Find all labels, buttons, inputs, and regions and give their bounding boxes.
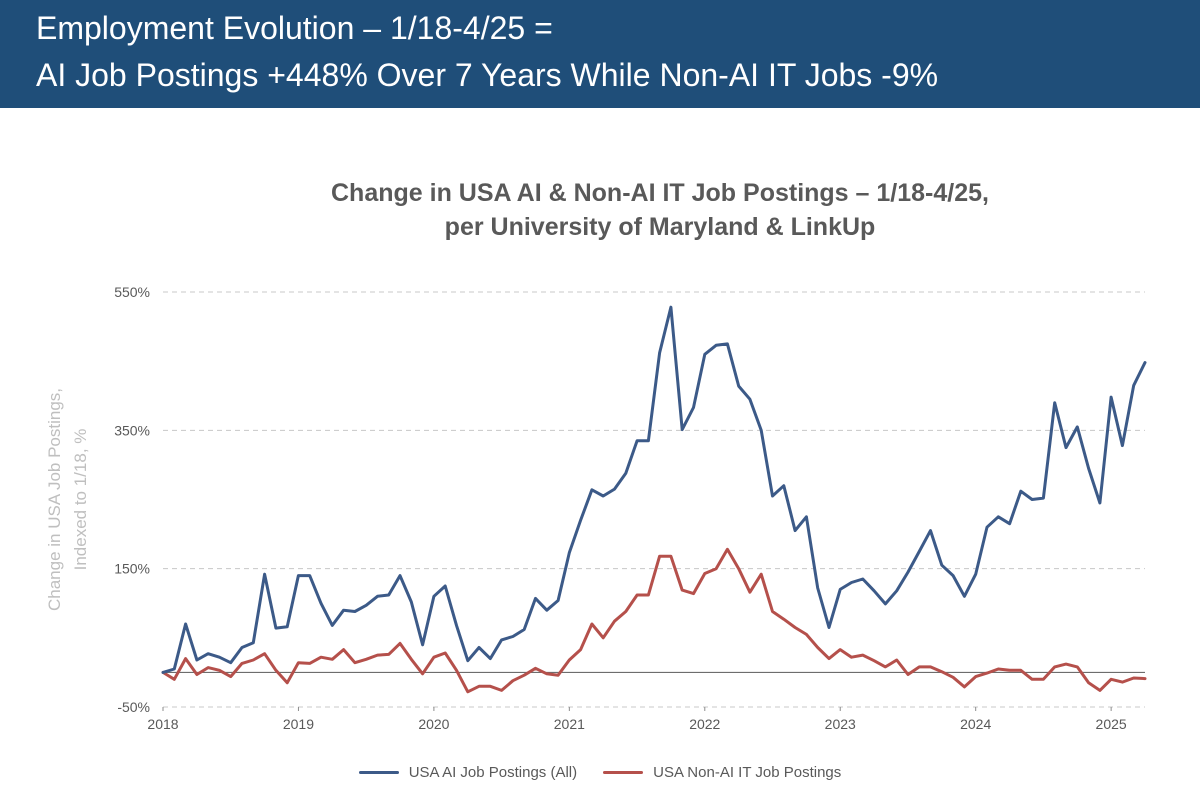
- y-axis-title-line-2: Indexed to 1/18, %: [71, 429, 90, 571]
- y-tick-label: 350%: [114, 422, 150, 438]
- header-title-line-2: AI Job Postings +448% Over 7 Years While…: [36, 57, 939, 93]
- legend-swatch-non-ai: [603, 771, 644, 774]
- legend-label-non-ai: USA Non-AI IT Job Postings: [653, 764, 842, 781]
- legend-item-non-ai: USA Non-AI IT Job Postings: [603, 764, 841, 781]
- x-tick-label: 2023: [825, 716, 856, 732]
- series-line-ai-job-postings: [161, 305, 1147, 674]
- y-tick-label: -50%: [117, 699, 150, 715]
- y-tick-label: 550%: [114, 284, 150, 300]
- y-tick-label: 150%: [114, 561, 150, 577]
- chart-title-line-2: per University of Maryland & LinkUp: [444, 213, 876, 241]
- header-title-line-1: Employment Evolution – 1/18-4/25 =: [36, 10, 553, 46]
- legend-item-ai: USA AI Job Postings (All): [358, 764, 578, 781]
- chart-title: Change in USA AI & Non-AI IT Job Posting…: [160, 176, 1160, 244]
- x-tick-label: 2019: [283, 716, 314, 732]
- chart-legend: USA AI Job Postings (All) USA Non-AI IT …: [0, 764, 1200, 781]
- header-banner: Employment Evolution – 1/18-4/25 = AI Jo…: [0, 0, 1200, 108]
- x-tick-label: 2020: [418, 716, 449, 732]
- series-line-non-ai-it-job-postings: [161, 547, 1147, 694]
- x-tick-label: 2024: [960, 716, 991, 732]
- y-axis-title-line-1: Change in USA Job Postings,: [45, 388, 64, 611]
- legend-label-ai: USA AI Job Postings (All): [408, 764, 578, 781]
- x-tick-label: 2021: [554, 716, 585, 732]
- chart-title-line-1: Change in USA AI & Non-AI IT Job Posting…: [331, 179, 989, 207]
- x-tick-label: 2022: [689, 716, 720, 732]
- legend-swatch-ai: [358, 771, 399, 774]
- x-tick-label: 2025: [1096, 716, 1127, 732]
- x-tick-label: 2018: [147, 716, 178, 732]
